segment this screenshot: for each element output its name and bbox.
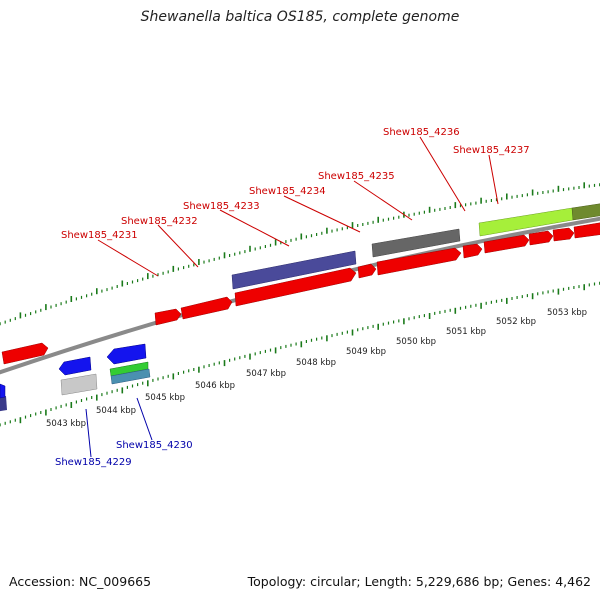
- feature-red-arrow[interactable]: [376, 247, 462, 276]
- feature-red-arrow[interactable]: [154, 308, 182, 326]
- feature-red-arrow[interactable]: [573, 222, 600, 239]
- ruler-label: 5048 kbp: [296, 358, 336, 368]
- gene-label[interactable]: Shew185_4236: [383, 127, 460, 138]
- gene-label[interactable]: Shew185_4235: [318, 171, 395, 182]
- reverse-features: [0, 343, 151, 412]
- feature-red-arrow[interactable]: [357, 263, 377, 279]
- feature-silver-bar[interactable]: [60, 373, 98, 396]
- gene-label[interactable]: Shew185_4232: [121, 216, 198, 227]
- ruler-label: 5052 kbp: [496, 317, 536, 327]
- gene-label[interactable]: Shew185_4234: [249, 186, 326, 197]
- gene-label[interactable]: Shew185_4230: [116, 440, 193, 451]
- inner-tick-track: [0, 281, 600, 427]
- feature-blue-arrow[interactable]: [0, 383, 6, 399]
- outer-tick-track: [0, 182, 600, 326]
- ruler-label: 5051 kbp: [446, 327, 486, 337]
- ruler-label: 5046 kbp: [195, 381, 235, 391]
- ruler-label: 5053 kbp: [547, 308, 587, 318]
- genome-summary-text: Topology: circular; Length: 5,229,686 bp…: [247, 574, 591, 589]
- ruler-label: 5045 kbp: [145, 393, 185, 403]
- feature-red-arrow[interactable]: [483, 234, 530, 254]
- feature-red-arrow[interactable]: [1, 342, 49, 365]
- feature-red-arrow[interactable]: [462, 243, 483, 259]
- forward-features: [1, 203, 600, 365]
- feature-blue-arrow[interactable]: [58, 356, 92, 376]
- feature-red-arrow[interactable]: [180, 296, 233, 320]
- gene-label[interactable]: Shew185_4233: [183, 201, 260, 212]
- feature-navy-bar[interactable]: [0, 396, 7, 412]
- gene-label[interactable]: Shew185_4229: [55, 457, 132, 468]
- ruler-label: 5044 kbp: [96, 406, 136, 416]
- gene-label[interactable]: Shew185_4237: [453, 145, 530, 156]
- feature-gray-bar[interactable]: [371, 228, 461, 258]
- ruler-label: 5043 kbp: [46, 419, 86, 429]
- forward-leader-lines: [97, 136, 499, 277]
- feature-teal-bar[interactable]: [110, 368, 151, 385]
- feature-olive-bar[interactable]: [571, 203, 600, 221]
- ruler-label: 5049 kbp: [346, 347, 386, 357]
- feature-purple-bar[interactable]: [231, 250, 357, 290]
- accession-text: Accession: NC_009665: [9, 574, 152, 589]
- ruler-label: 5050 kbp: [396, 337, 436, 347]
- feature-red-arrow[interactable]: [234, 267, 357, 307]
- ruler-label: 5047 kbp: [246, 369, 286, 379]
- map-title: Shewanella baltica OS185, complete genom…: [140, 9, 460, 25]
- feature-red-arrow[interactable]: [552, 227, 575, 242]
- reverse-leader-lines: [85, 397, 153, 458]
- feature-blue-arrow[interactable]: [106, 343, 147, 365]
- feature-red-arrow[interactable]: [528, 230, 554, 246]
- gene-label[interactable]: Shew185_4231: [61, 230, 138, 241]
